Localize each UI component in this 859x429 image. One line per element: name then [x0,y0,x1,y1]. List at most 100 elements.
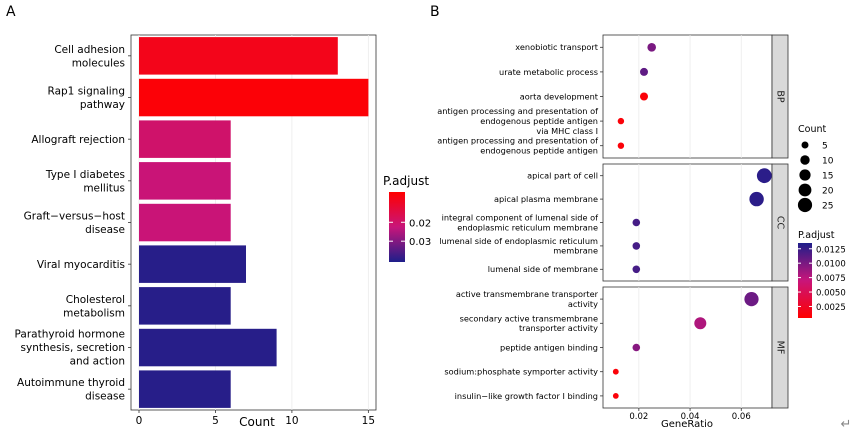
padj-legend-label: 0.0050 [816,289,846,299]
dot-mf-5 [612,393,619,399]
term-label-cc-2: apical plasma membrane [494,194,598,204]
panel-b-x-axis-title: GeneRatio [661,419,713,429]
count-legend-label: 20 [822,187,834,197]
panel-b-legend-colorbar [798,243,812,318]
facet-strip [771,34,789,159]
term-label-bp-5: antigen processing and presentation of en… [437,136,599,156]
panel-a-bars [139,37,369,408]
panel-a-category-labels: Cell adhesion molecules Rap1 signaling path… [15,44,131,403]
term-label-bp-4: antigen processing and presentation of en… [437,106,599,136]
term-label-mf-1: active transmembrane transporter activity [456,289,599,309]
term-label-mf-3: peptide antigen binding [500,342,598,352]
bar-2 [139,78,369,117]
bar-6 [139,245,246,283]
bar-8 [139,328,277,367]
category-label-4: Type I diabetes mellitus [45,169,125,195]
panel-a-x-ticks: 0 5 10 15 [136,410,375,427]
panel-b-dot-plot: BP xenobiotic transport urate metabolic pr… [437,34,846,429]
dot-bp-2 [640,67,648,76]
count-legend-dot [798,183,812,197]
count-legend-dot [801,141,809,149]
dot-mf-4 [612,368,619,375]
panel-a-x-tick-label: 5 [212,415,219,427]
panel-a-x-axis-title: Count [239,415,275,429]
facet-strip-label: BP [775,90,786,103]
panel-a-x-tick-label: 0 [136,415,143,427]
count-legend-label: 15 [822,172,833,182]
category-label-7: Cholesterol metabolism [63,294,125,320]
term-label-cc-4: lumenal side of endoplasmic reticulum mem… [439,236,598,256]
facet-strip [771,163,789,282]
bar-7 [139,287,231,325]
facet-strip-label: MF [775,341,786,355]
panel-a-legend-colorbar [389,192,405,262]
padj-legend-label: 0.0125 [816,245,846,255]
dot-mf-3 [632,343,641,352]
category-label-1: Cell adhesion molecules [54,44,125,70]
return-arrow-glyph: ↵ [841,417,852,429]
facet-strip [771,286,789,409]
facet-bp: BP xenobiotic transport urate metabolic pr… [437,34,789,159]
panel-b-count-legend: Count 5 10 15 20 25 [797,124,834,213]
panel-a-legend-tick-label: 0.03 [409,237,431,248]
panel-a-bar-chart: Cell adhesion molecules Rap1 signaling path… [15,34,431,429]
count-legend-label: 5 [822,142,828,152]
panel-b-facets: BP xenobiotic transport urate metabolic pr… [437,34,789,409]
count-legend-dot [800,155,810,165]
panel-b-x-tick-label: 0.02 [629,412,648,422]
panel-b-padj-legend-ticks: 0.0125 0.0100 0.0075 0.0050 0.0025 [798,245,846,313]
panel-a-padj-legend: P.adjust 0.02 0.03 [383,174,431,262]
term-label-cc-5: lumenal side of membrane [488,264,598,274]
panel-b-letter: B [430,4,440,20]
dot-mf-1 [744,292,759,307]
count-legend-label: 10 [822,157,834,167]
panel-a-legend-tick-label: 0.02 [409,218,431,229]
dot-cc-2 [749,191,764,207]
bar-9 [139,370,231,408]
dot-bp-1 [647,43,656,52]
padj-legend-label: 0.0025 [816,303,846,313]
dot-cc-3 [632,218,641,227]
panel-b-x-ticks: 0.02 0.04 0.06 [629,408,751,422]
panel-b-x-tick-label: 0.04 [681,412,700,422]
panel-b-count-legend-title: Count [798,124,826,135]
panel-a-letter: A [6,4,16,20]
panel-a-x-tick-label: 10 [285,415,298,427]
bar-1 [139,37,338,75]
facet-mf: MF active transmembrane transporter activi… [444,286,789,409]
facet-cc: CC apical part of cell apical plasma membr… [439,163,789,282]
category-label-9: Autoimmune thyroid disease [17,377,125,403]
term-label-bp-3: aorta development [520,91,599,101]
panel-b-count-legend-items: 5 10 15 20 25 [797,141,834,213]
term-label-mf-5: insulin−like growth factor I binding [455,391,598,401]
count-legend-dot [799,169,811,181]
panel-b-padj-legend: P.adjust 0.0125 0.0100 0.0075 0.0050 0.0025 [798,230,846,318]
term-label-bp-1: xenobiotic transport [515,42,599,52]
category-label-6: Viral myocarditis [37,259,125,271]
dot-cc-5 [632,265,641,274]
padj-legend-label: 0.0075 [816,274,846,284]
panel-a-legend-title: P.adjust [383,174,429,188]
category-label-3: Allograft rejection [31,134,125,146]
category-label-2: Rap1 signaling pathway [48,85,125,111]
term-label-mf-4: sodium:phosphate symporter activity [444,367,598,377]
bar-4 [139,162,231,200]
facet-panel [602,34,773,159]
term-label-bp-2: urate metabolic process [499,67,598,77]
term-label-cc-3: integral component of lumenal side of end… [442,213,600,233]
dot-mf-2 [694,317,707,330]
dot-bp-4 [617,117,625,125]
panel-a-x-tick-label: 15 [362,415,375,427]
category-label-8: Parathyroid hormone synthesis, secretion a… [15,329,125,368]
dot-bp-3 [640,92,648,101]
facet-panel [602,163,773,282]
panel-b-x-tick-label: 0.06 [732,412,751,422]
facet-panel [602,286,773,409]
bar-5 [139,203,231,242]
panel-b-padj-legend-title: P.adjust [798,230,835,241]
bar-3 [139,120,231,158]
term-label-cc-1: apical part of cell [527,171,598,181]
padj-legend-label: 0.0100 [816,260,846,270]
facet-strip-label: CC [775,216,786,230]
